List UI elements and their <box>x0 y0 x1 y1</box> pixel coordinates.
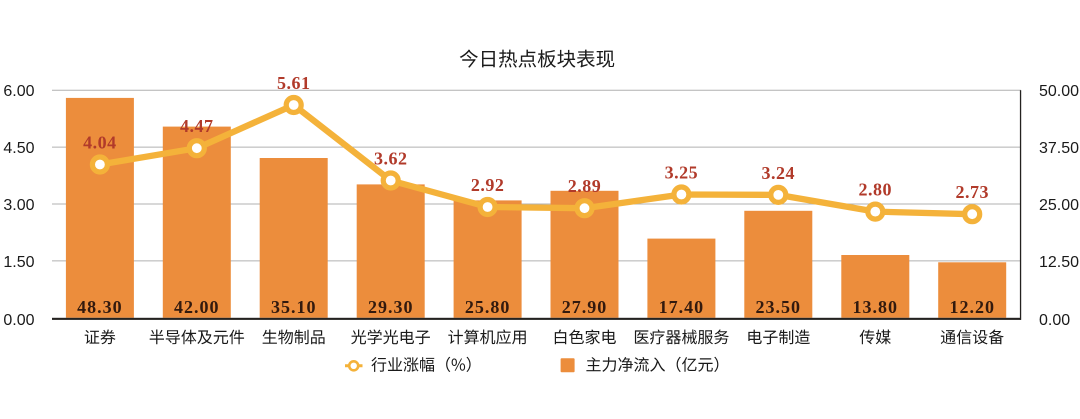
svg-text:6.00: 6.00 <box>3 83 34 100</box>
svg-text:27.90: 27.90 <box>562 297 608 317</box>
svg-text:2.73: 2.73 <box>955 182 989 202</box>
svg-text:1.50: 1.50 <box>3 254 34 271</box>
svg-text:2.89: 2.89 <box>568 176 602 196</box>
svg-text:50.00: 50.00 <box>1039 83 1079 100</box>
svg-text:3.00: 3.00 <box>3 197 34 214</box>
svg-text:3.24: 3.24 <box>762 163 796 183</box>
svg-text:25.80: 25.80 <box>465 297 511 317</box>
svg-text:4.04: 4.04 <box>83 133 117 153</box>
svg-text:12.50: 12.50 <box>1039 254 1079 271</box>
svg-text:12.20: 12.20 <box>949 297 995 317</box>
svg-text:13.80: 13.80 <box>853 297 899 317</box>
svg-text:29.30: 29.30 <box>368 297 414 317</box>
svg-text:48.30: 48.30 <box>77 297 123 317</box>
svg-text:3.62: 3.62 <box>374 149 408 169</box>
svg-text:4.47: 4.47 <box>180 116 214 136</box>
svg-text:35.10: 35.10 <box>271 297 317 317</box>
svg-text:37.50: 37.50 <box>1039 140 1079 157</box>
svg-text:0.00: 0.00 <box>1039 312 1070 329</box>
svg-text:5.61: 5.61 <box>277 73 311 93</box>
svg-text:0.00: 0.00 <box>3 312 34 329</box>
svg-text:2.80: 2.80 <box>859 180 893 200</box>
svg-text:3.25: 3.25 <box>665 163 699 183</box>
svg-text:2.92: 2.92 <box>471 175 505 195</box>
svg-text:17.40: 17.40 <box>659 297 705 317</box>
svg-text:4.50: 4.50 <box>3 140 34 157</box>
svg-text:25.00: 25.00 <box>1039 197 1079 214</box>
svg-text:23.50: 23.50 <box>756 297 802 317</box>
svg-text:42.00: 42.00 <box>174 297 220 317</box>
